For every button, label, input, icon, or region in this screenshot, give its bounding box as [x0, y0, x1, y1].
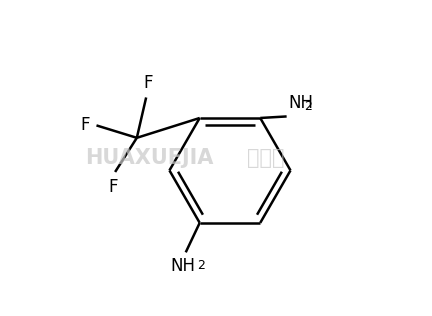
Text: 2: 2: [304, 100, 312, 113]
Text: F: F: [80, 116, 90, 134]
Text: NH: NH: [288, 94, 313, 112]
Text: HUAXUEJIA: HUAXUEJIA: [86, 148, 214, 168]
Text: 2: 2: [197, 258, 205, 271]
Text: F: F: [143, 74, 152, 92]
Text: NH: NH: [171, 257, 196, 275]
Text: F: F: [109, 178, 118, 196]
Text: 化学加: 化学加: [247, 148, 285, 168]
